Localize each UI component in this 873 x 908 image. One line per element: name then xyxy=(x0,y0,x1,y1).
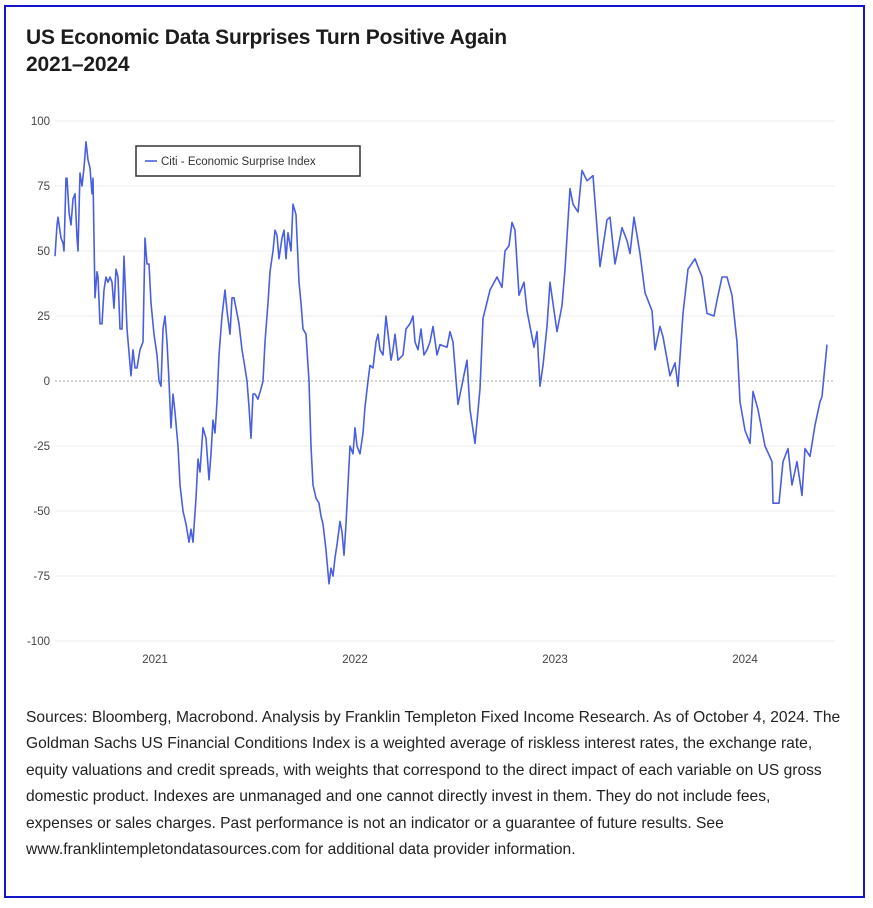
legend-label: Citi - Economic Surprise Index xyxy=(161,156,316,168)
title-line-1: US Economic Data Surprises Turn Positive… xyxy=(26,26,507,49)
legend-box xyxy=(135,145,361,177)
x-tick-label: 2022 xyxy=(342,654,368,666)
x-tick-label: 2023 xyxy=(542,654,568,666)
y-axis-ticks: 100 75 50 25 0 -25 -50 -75 -100 xyxy=(27,116,50,648)
y-tick-label: 0 xyxy=(44,376,50,388)
y-tick-label: 100 xyxy=(31,116,50,128)
line-chart: 100 75 50 25 0 -25 -50 -75 -100 2021 2022 2023 2024… xyxy=(27,116,835,666)
series-line-citi-esi xyxy=(54,141,828,585)
y-tick-label: -50 xyxy=(33,506,50,518)
y-tick-label: 25 xyxy=(37,311,50,323)
y-tick-label: -25 xyxy=(33,441,50,453)
y-tick-label: -100 xyxy=(27,636,50,648)
x-tick-label: 2021 xyxy=(142,654,168,666)
chart-title: US Economic Data Surprises Turn Positive… xyxy=(26,24,507,78)
legend: Citi - Economic Surprise Index xyxy=(135,145,361,177)
y-tick-label: 50 xyxy=(37,246,50,258)
x-tick-label: 2024 xyxy=(732,654,758,666)
y-tick-label: 75 xyxy=(37,181,50,193)
source-notes: Sources: Bloomberg, Macrobond. Analysis … xyxy=(26,709,841,859)
chart-frame xyxy=(4,5,865,898)
y-tick-label: -75 xyxy=(33,571,50,583)
grid-lines xyxy=(55,120,835,642)
title-line-2: 2021–2024 xyxy=(26,53,130,76)
x-axis-ticks: 2021 2022 2023 2024 xyxy=(142,654,758,666)
